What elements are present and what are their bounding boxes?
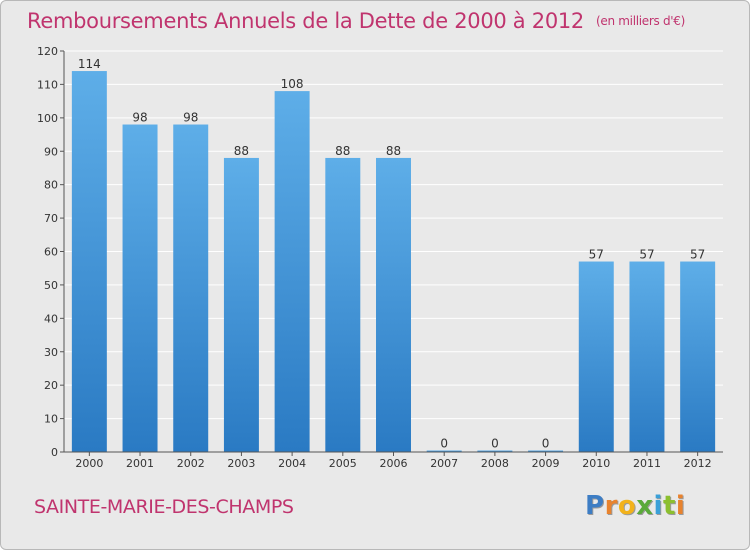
y-tick-label: 110	[37, 78, 58, 91]
bar-2007	[426, 450, 462, 452]
y-tick-label: 40	[44, 312, 58, 325]
logo-letter: x	[636, 491, 654, 521]
y-tick-label: 90	[44, 145, 58, 158]
chart-title-text: Remboursements Annuels de la Dette de 20…	[27, 9, 584, 33]
logo-letter: o	[617, 491, 637, 521]
value-label-2004: 108	[281, 77, 304, 91]
y-tick-label: 0	[51, 446, 58, 459]
x-tick-label-2012: 2012	[684, 457, 712, 470]
chart-unit-note: (en milliers d'€)	[596, 14, 686, 28]
y-tick-label: 30	[44, 346, 58, 359]
value-label-2003: 88	[234, 144, 249, 158]
y-tick-label: 10	[44, 413, 58, 426]
bars	[71, 71, 716, 453]
bar-2003	[223, 157, 259, 452]
bar-2000	[71, 71, 107, 453]
value-label-2001: 98	[132, 111, 147, 125]
y-tick-label: 50	[44, 279, 58, 292]
x-tick-label-2007: 2007	[430, 457, 458, 470]
x-tick-label-2010: 2010	[582, 457, 610, 470]
chart-title: Remboursements Annuels de la Dette de 20…	[27, 9, 685, 33]
value-label-2006: 88	[386, 144, 401, 158]
x-tick-label-2002: 2002	[177, 457, 205, 470]
bar-2004	[274, 91, 310, 452]
bar-2006	[376, 157, 411, 452]
logo-letter: i	[675, 491, 686, 521]
x-tick-label-2009: 2009	[532, 457, 560, 470]
y-tick-label: 120	[37, 45, 58, 58]
x-tick-label-2006: 2006	[380, 457, 408, 470]
y-tick-label: 70	[44, 212, 58, 225]
commune-name: SAINTE-MARIE-DES-CHAMPS	[34, 496, 294, 518]
logo-letter: P	[585, 491, 605, 521]
value-label-2011: 57	[639, 248, 654, 262]
bar-2010	[578, 261, 614, 452]
x-tick-label-2011: 2011	[633, 457, 661, 470]
bar-2011	[629, 261, 665, 452]
y-tick-label: 100	[37, 112, 58, 125]
y-tick-label: 80	[44, 179, 58, 192]
value-label-2000: 114	[78, 57, 101, 71]
x-tick-label-2008: 2008	[481, 457, 509, 470]
bar-2001	[122, 124, 158, 453]
value-label-2002: 98	[183, 111, 198, 125]
y-tick-label: 60	[44, 246, 58, 259]
x-tick-label-2000: 2000	[75, 457, 103, 470]
value-label-2005: 88	[335, 144, 350, 158]
bar-2002	[173, 124, 209, 453]
x-tick-label-2001: 2001	[126, 457, 154, 470]
logo-letter: r	[604, 491, 618, 521]
bar-2009	[528, 450, 564, 452]
value-label-2007: 0	[440, 437, 448, 451]
bar-2012	[680, 261, 716, 452]
axes: 0 10 20 30 40 50 60 70 80 90 100 110 120 2000 2001 2002…	[37, 45, 723, 470]
value-label-2008: 0	[491, 437, 499, 451]
y-tick-label: 20	[44, 379, 58, 392]
value-label-2010: 57	[589, 248, 604, 262]
x-tick-label-2003: 2003	[227, 457, 255, 470]
bar-2005	[325, 157, 361, 452]
bar-2008	[477, 450, 513, 452]
x-tick-label-2005: 2005	[329, 457, 357, 470]
proxiti-logo: Proxiti	[585, 491, 685, 521]
logo-letter: t	[662, 491, 676, 521]
x-tick-label-2004: 2004	[278, 457, 306, 470]
value-label-2012: 57	[690, 248, 705, 262]
labels: 114 98 98 88 108 88 88 0 0 0 57 57 57	[78, 57, 705, 450]
logo-letter: i	[653, 491, 663, 521]
value-label-2009: 0	[542, 437, 550, 451]
